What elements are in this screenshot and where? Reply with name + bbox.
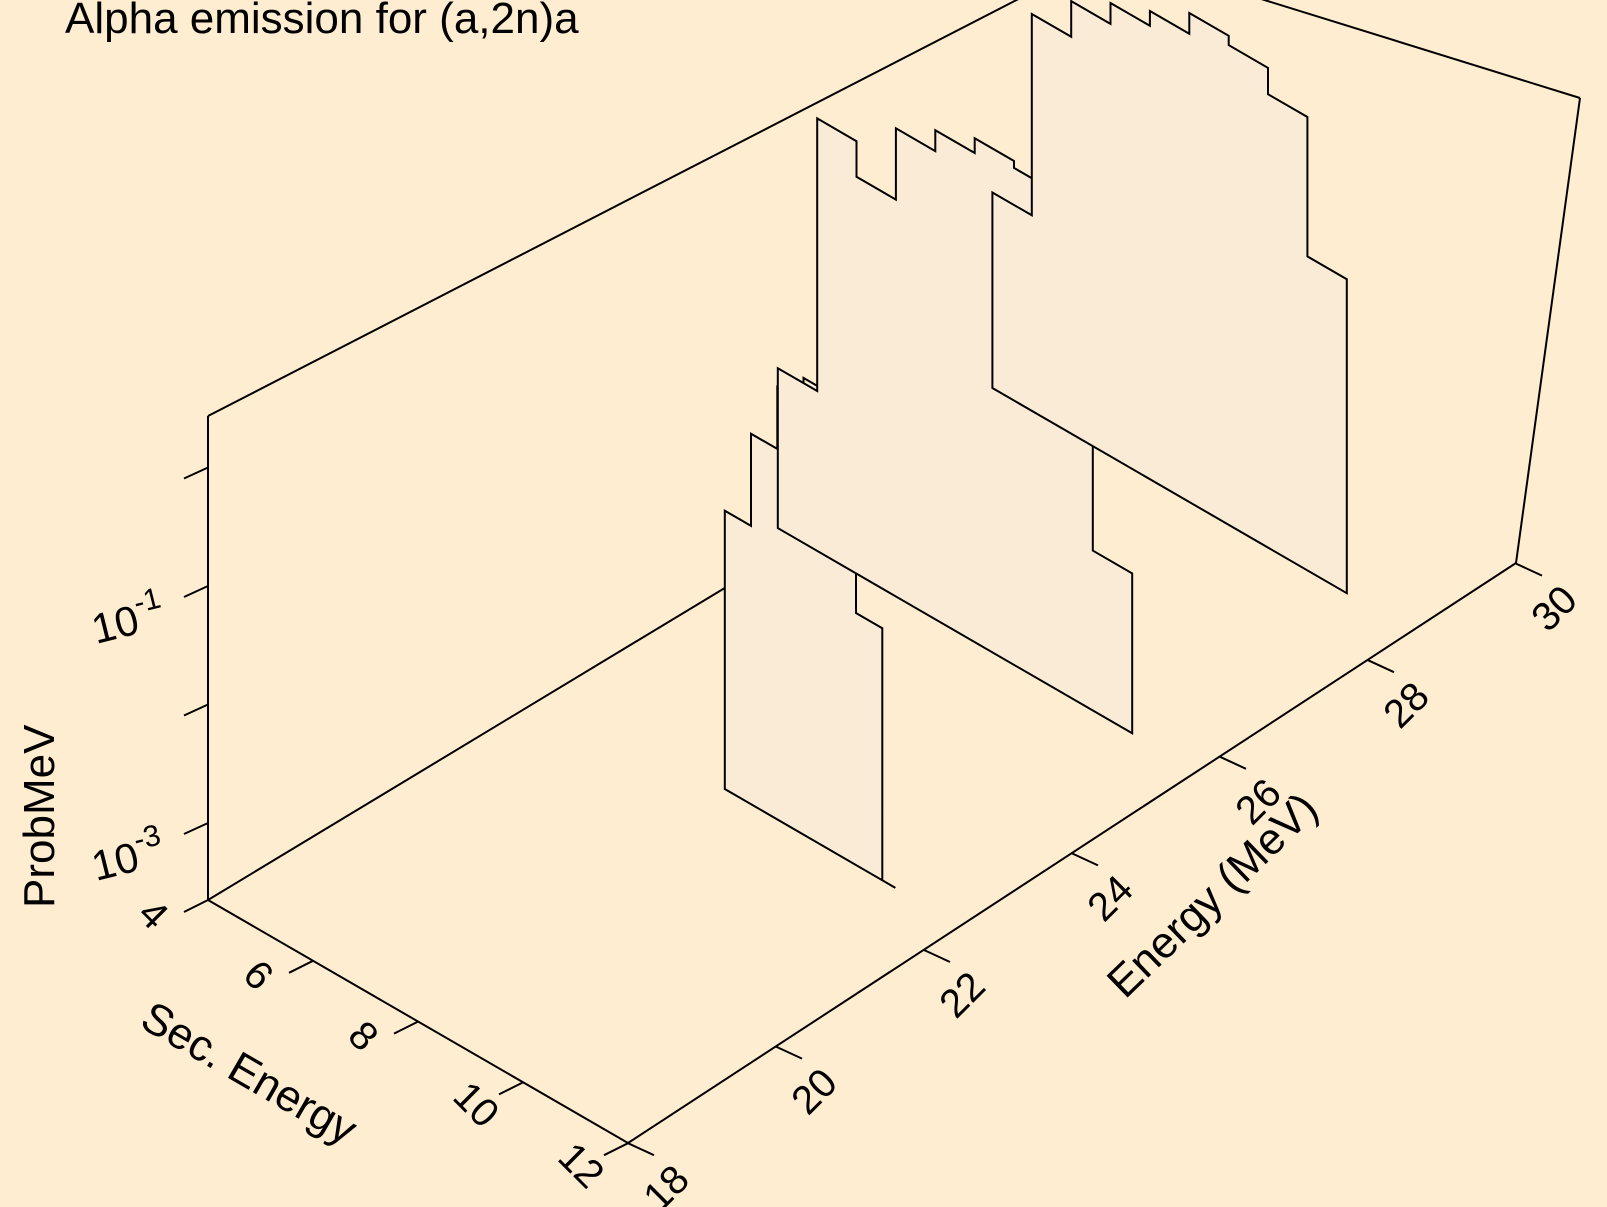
z-tick-mark [183, 822, 209, 835]
chart-title: Alpha emission for (a,2n)a [65, 0, 579, 43]
y-tick-mark [1367, 659, 1395, 674]
z-axis-label: ProbMeV [15, 724, 64, 908]
z-tick-mark [183, 703, 209, 717]
y-tick-mark [1219, 755, 1247, 770]
x-tick-mark [183, 899, 209, 913]
y-tick-mark [923, 949, 951, 963]
y-tick-mark [627, 1142, 655, 1157]
axis-back-top [207, 0, 1019, 417]
y-tick-mark [1071, 852, 1099, 867]
x-tick-mark [393, 1020, 419, 1035]
x-tick-mark [288, 959, 314, 974]
axis-back-top-right [1261, 0, 1581, 99]
axis-right-vertical [1515, 97, 1581, 564]
x-tick-mark [498, 1081, 524, 1096]
y-tick-mark [775, 1045, 803, 1060]
y-tick-mark [1515, 562, 1543, 577]
z-tick-label: 10-3 [85, 819, 170, 890]
histogram-layer [723, 0, 1348, 889]
z-tick-mark [183, 585, 209, 598]
histogram-series [991, 0, 1348, 595]
axis-floor-front-y [627, 562, 1517, 1144]
z-tick-mark [183, 466, 209, 480]
x-tick-mark [603, 1142, 629, 1157]
axis-floor-front-x [207, 899, 629, 1144]
z-tick-label: 10-1 [85, 582, 170, 653]
